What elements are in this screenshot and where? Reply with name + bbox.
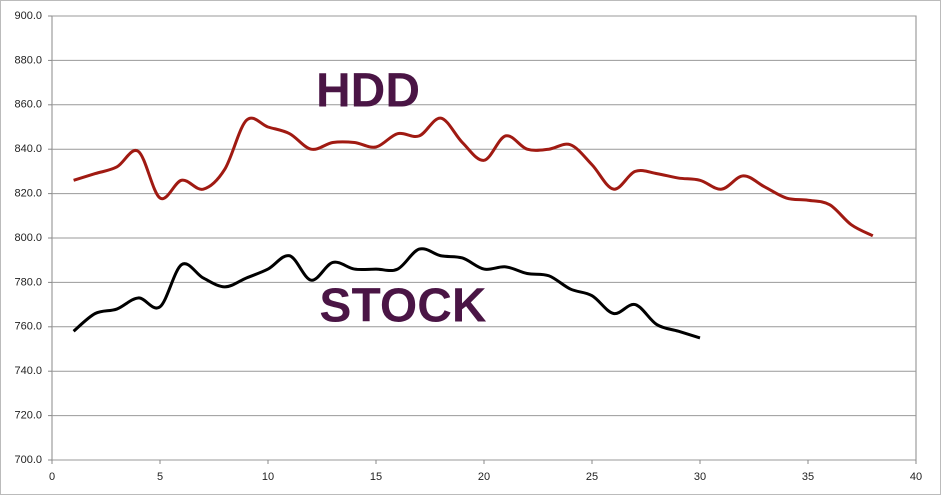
x-tick-label: 25: [586, 471, 598, 483]
x-tick-label: 10: [262, 471, 274, 483]
y-tick-label: 760.0: [14, 321, 42, 333]
x-tick-label: 40: [910, 471, 922, 483]
y-tick-label: 720.0: [14, 410, 42, 422]
y-tick-label: 840.0: [14, 143, 42, 155]
y-tick-label: 900.0: [14, 10, 42, 22]
y-tick-label: 820.0: [14, 188, 42, 200]
line: [73, 116, 874, 238]
y-tick-label: 740.0: [14, 365, 42, 377]
x-tick-label: 20: [478, 471, 490, 483]
x-tick-label: 5: [157, 471, 163, 483]
line: [72, 247, 701, 340]
y-tick-label: 800.0: [14, 232, 42, 244]
y-tick-label: 780.0: [14, 276, 42, 288]
x-tick-label: 0: [49, 471, 55, 483]
y-tick-label: 860.0: [14, 99, 42, 111]
y-tick-label: 700.0: [14, 454, 42, 466]
series-label: HDD: [316, 65, 420, 118]
y-tick-label: 880.0: [14, 54, 42, 66]
x-tick-label: 35: [802, 471, 814, 483]
x-tick-label: 30: [694, 471, 706, 483]
x-tick-label: 15: [370, 471, 382, 483]
series-label: STOCK: [319, 280, 486, 333]
